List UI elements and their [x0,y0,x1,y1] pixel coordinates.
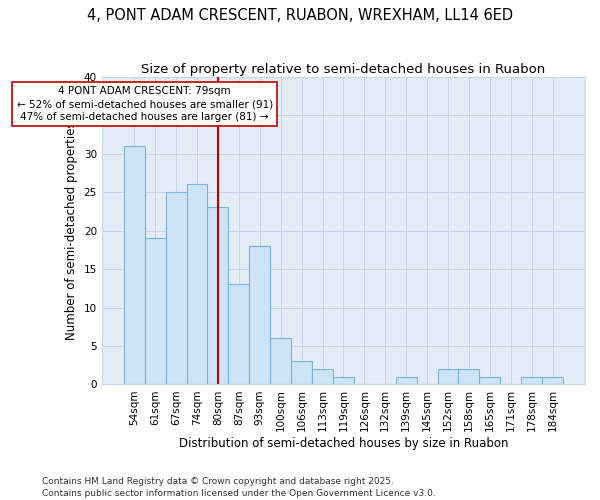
Bar [208,208,229,384]
Text: 4, PONT ADAM CRESCENT, RUABON, WREXHAM, LL14 6ED: 4, PONT ADAM CRESCENT, RUABON, WREXHAM, … [87,8,513,22]
Bar [145,238,166,384]
Bar [250,246,270,384]
Bar [479,377,500,384]
Bar [458,369,479,384]
Text: 4 PONT ADAM CRESCENT: 79sqm
← 52% of semi-detached houses are smaller (91)
47% o: 4 PONT ADAM CRESCENT: 79sqm ← 52% of sem… [17,86,273,122]
Bar [521,377,542,384]
Bar [291,362,312,384]
Text: Contains HM Land Registry data © Crown copyright and database right 2025.
Contai: Contains HM Land Registry data © Crown c… [42,476,436,498]
Bar [187,184,208,384]
Bar [124,146,145,384]
Bar [333,377,354,384]
Bar [312,369,333,384]
Bar [437,369,458,384]
Title: Size of property relative to semi-detached houses in Ruabon: Size of property relative to semi-detach… [142,62,545,76]
Bar [166,192,187,384]
X-axis label: Distribution of semi-detached houses by size in Ruabon: Distribution of semi-detached houses by … [179,437,508,450]
Bar [542,377,563,384]
Y-axis label: Number of semi-detached properties: Number of semi-detached properties [65,121,78,340]
Bar [229,284,250,384]
Bar [270,338,291,384]
Bar [396,377,416,384]
